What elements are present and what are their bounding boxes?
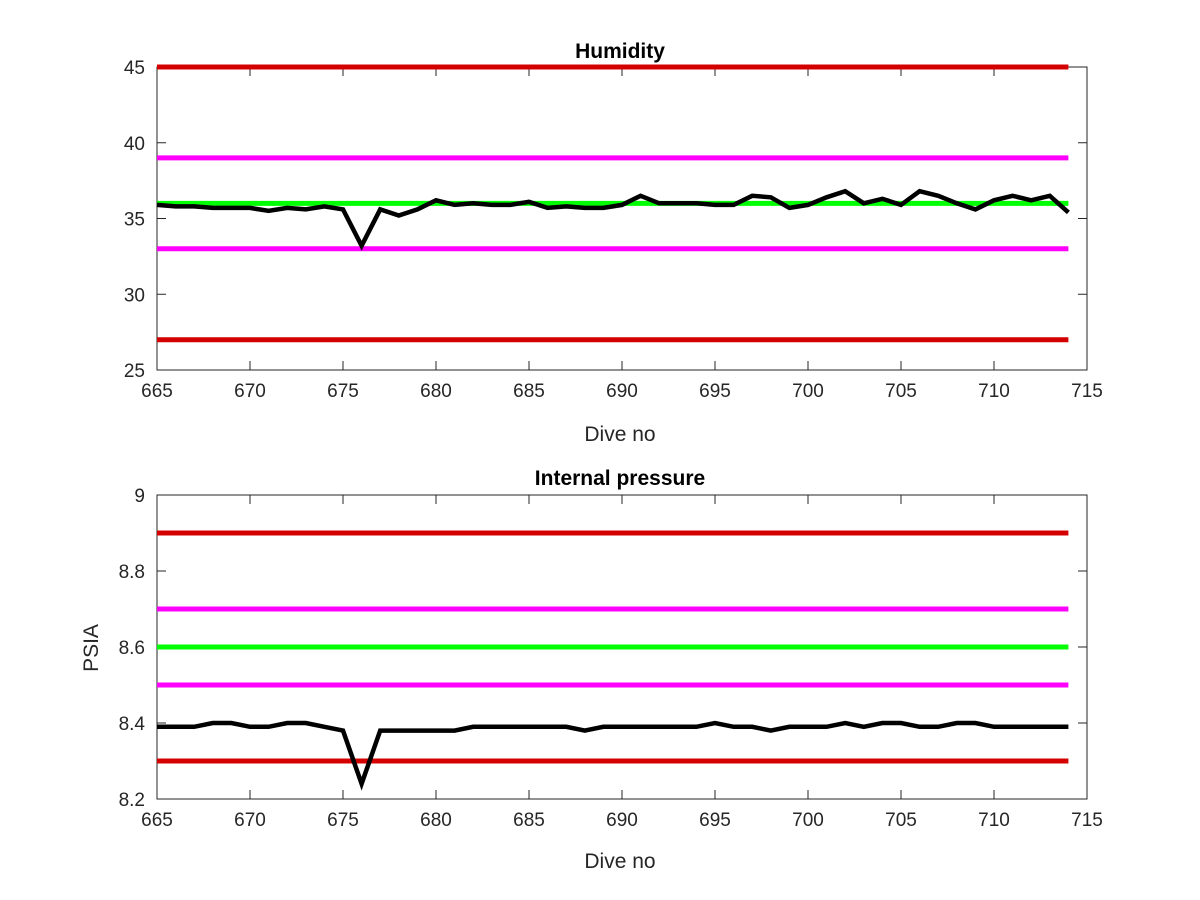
x-tick-label: 695 bbox=[699, 810, 731, 831]
x-tick-label: 685 bbox=[513, 381, 545, 402]
x-tick-label: 700 bbox=[792, 810, 824, 831]
x-tick-label: 665 bbox=[141, 381, 173, 402]
y-tick-label: 8.6 bbox=[119, 638, 145, 659]
series-line bbox=[156, 188, 1070, 251]
y-tick-label: 45 bbox=[124, 58, 145, 79]
y-tick-label: 35 bbox=[124, 210, 145, 231]
series-line bbox=[157, 720, 1069, 791]
x-tick-label: 705 bbox=[885, 381, 917, 402]
x-tick-label: 705 bbox=[885, 810, 917, 831]
y-tick-label: 8.8 bbox=[119, 562, 145, 583]
x-tick-label: 715 bbox=[1071, 381, 1103, 402]
x-tick-label: 715 bbox=[1071, 810, 1103, 831]
x-tick-label: 675 bbox=[327, 810, 359, 831]
x-tick-label: 710 bbox=[978, 810, 1010, 831]
y-axis-label: PSIA bbox=[80, 624, 103, 672]
x-axis-label: Dive no bbox=[584, 850, 655, 873]
chart-title: Internal pressure bbox=[535, 467, 705, 490]
x-tick-label: 695 bbox=[699, 381, 731, 402]
y-tick-label: 9 bbox=[134, 486, 145, 507]
y-tick-label: 30 bbox=[124, 285, 145, 306]
chart-title: Humidity bbox=[575, 40, 665, 63]
x-tick-label: 675 bbox=[327, 381, 359, 402]
x-tick-label: 665 bbox=[141, 810, 173, 831]
x-tick-label: 710 bbox=[978, 381, 1010, 402]
internal-pressure-chart: Internal pressure Dive no PSIA 665 670 675… bbox=[80, 467, 1103, 873]
y-tick-label: 25 bbox=[124, 361, 145, 382]
x-tick-label: 685 bbox=[513, 810, 545, 831]
x-tick-label: 690 bbox=[606, 810, 638, 831]
x-tick-label: 670 bbox=[234, 381, 266, 402]
x-tick-label: 680 bbox=[420, 810, 452, 831]
y-tick-label: 40 bbox=[124, 134, 145, 155]
y-tick-label: 8.4 bbox=[119, 714, 146, 735]
humidity-chart: Humidity Dive no 665 670 675 680 685 690 695 70… bbox=[124, 40, 1103, 446]
x-tick-label: 690 bbox=[606, 381, 638, 402]
x-tick-label: 670 bbox=[234, 810, 266, 831]
x-tick-label: 680 bbox=[420, 381, 452, 402]
x-axis-label: Dive no bbox=[584, 423, 655, 446]
y-tick-label: 8.2 bbox=[119, 790, 145, 811]
x-tick-label: 700 bbox=[792, 381, 824, 402]
